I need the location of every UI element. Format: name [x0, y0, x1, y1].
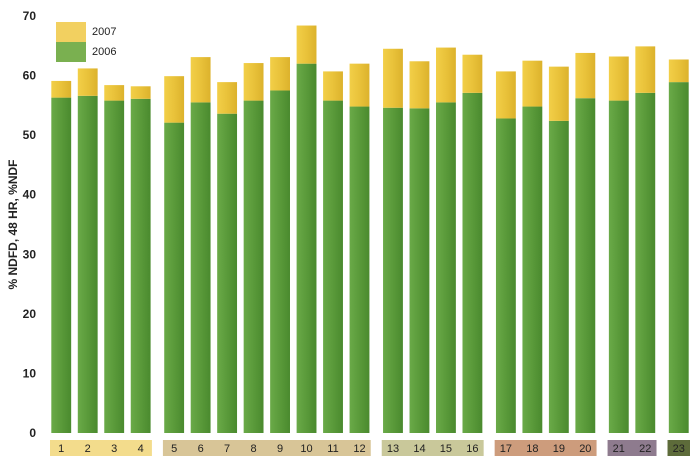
bar-2007-11: [323, 71, 343, 101]
y-tick-label: 60: [23, 69, 37, 83]
bar-2006-7: [217, 113, 238, 433]
category-group-band: [607, 440, 657, 456]
x-tick-label: 8: [251, 443, 257, 455]
y-axis-label: % NDFD, 48 HR, %NDF: [6, 159, 20, 289]
x-tick-label: 17: [500, 443, 512, 455]
bar-2007-8: [243, 63, 264, 101]
y-tick-label: 10: [23, 366, 37, 380]
bar-2007-17: [495, 71, 516, 119]
y-tick-label: 0: [29, 426, 36, 440]
bar-2006-2: [77, 95, 98, 433]
x-tick-label: 2: [85, 443, 91, 455]
bar-2006-22: [635, 92, 656, 434]
bar-2007-23: [668, 59, 689, 83]
bar-2006-17: [495, 118, 516, 433]
bar-2006-19: [548, 120, 569, 434]
bar-2006-10: [296, 63, 317, 434]
bar-2006-15: [436, 102, 456, 433]
bar-2006-4: [130, 98, 151, 433]
x-tick-label: 12: [353, 443, 365, 455]
bar-2007-20: [575, 52, 596, 99]
bar-2006-18: [522, 106, 543, 433]
category-group-band: [162, 440, 371, 456]
bar-2006-16: [462, 92, 483, 434]
bar-2007-2: [77, 68, 98, 96]
x-tick-label: 11: [327, 443, 338, 455]
bar-2007-3: [104, 85, 125, 101]
bar-2006-12: [349, 106, 370, 433]
bar-2006-21: [608, 100, 629, 433]
bar-2007-1: [51, 80, 72, 98]
x-tick-label: 7: [224, 443, 230, 455]
bar-2006-5: [164, 122, 185, 433]
bar-2007-18: [522, 60, 543, 107]
x-tick-label: 1: [58, 443, 64, 455]
x-tick-label: 13: [387, 443, 399, 455]
x-tick-label: 3: [111, 443, 117, 455]
bar-2007-12: [349, 63, 370, 107]
bar-2007-22: [635, 46, 656, 93]
x-tick-label: 22: [639, 443, 651, 455]
bar-2007-21: [608, 56, 629, 101]
bar-2006-1: [51, 97, 72, 433]
bars: [51, 25, 689, 434]
y-tick-label: 50: [23, 128, 37, 142]
x-tick-label: 19: [553, 443, 565, 455]
legend-label-2006: 2006: [92, 46, 116, 58]
legend-swatch-2006: [56, 42, 86, 62]
category-strip: 1 2 3 4 5 6 7 8 9 10 11 12 13 14 15 16 17 18 19 20 21 22 23: [50, 440, 690, 456]
y-tick-label: 30: [23, 247, 37, 261]
bar-2007-6: [190, 57, 211, 103]
bar-2007-15: [436, 47, 456, 103]
bar-2007-7: [217, 82, 238, 114]
y-tick-label: 40: [23, 188, 37, 202]
x-tick-label: 21: [613, 443, 625, 455]
bar-2007-14: [409, 61, 430, 109]
x-tick-label: 23: [673, 443, 685, 455]
y-axis: 0 10 20 30 40 50 60 70: [23, 9, 37, 440]
x-tick-label: 15: [440, 443, 452, 455]
category-group-band: [50, 440, 152, 456]
bar-2006-9: [270, 90, 290, 433]
bar-2007-19: [548, 66, 569, 121]
legend: 2007 2006: [56, 22, 116, 62]
bar-2007-4: [130, 86, 151, 99]
bar-2006-13: [383, 107, 403, 434]
legend-label-2007: 2007: [92, 26, 116, 38]
legend-swatch-2007: [56, 22, 86, 42]
bar-2007-16: [462, 54, 483, 93]
x-tick-label: 4: [138, 443, 144, 455]
bar-2007-5: [164, 76, 185, 123]
bar-2007-9: [270, 57, 290, 91]
bar-2006-20: [575, 98, 596, 434]
x-tick-label: 16: [466, 443, 478, 455]
bar-2006-14: [409, 108, 430, 433]
x-tick-label: 20: [579, 443, 591, 455]
x-tick-label: 10: [300, 443, 312, 455]
category-group-band: [667, 440, 690, 456]
x-tick-label: 6: [198, 443, 204, 455]
x-tick-label: 14: [413, 443, 425, 455]
bar-2006-8: [243, 100, 264, 433]
bar-2006-6: [190, 102, 211, 433]
category-group-band: [381, 440, 484, 456]
category-group-band: [494, 440, 597, 456]
bar-2006-3: [104, 100, 125, 433]
bar-2007-10: [296, 25, 317, 64]
x-tick-label: 18: [526, 443, 538, 455]
bar-2006-23: [668, 82, 689, 434]
x-tick-label: 9: [277, 443, 283, 455]
x-tick-label: 5: [171, 443, 177, 455]
bar-2007-13: [383, 48, 403, 108]
y-tick-label: 20: [23, 307, 37, 321]
bar-2006-11: [323, 100, 343, 433]
y-tick-label: 70: [23, 9, 37, 23]
